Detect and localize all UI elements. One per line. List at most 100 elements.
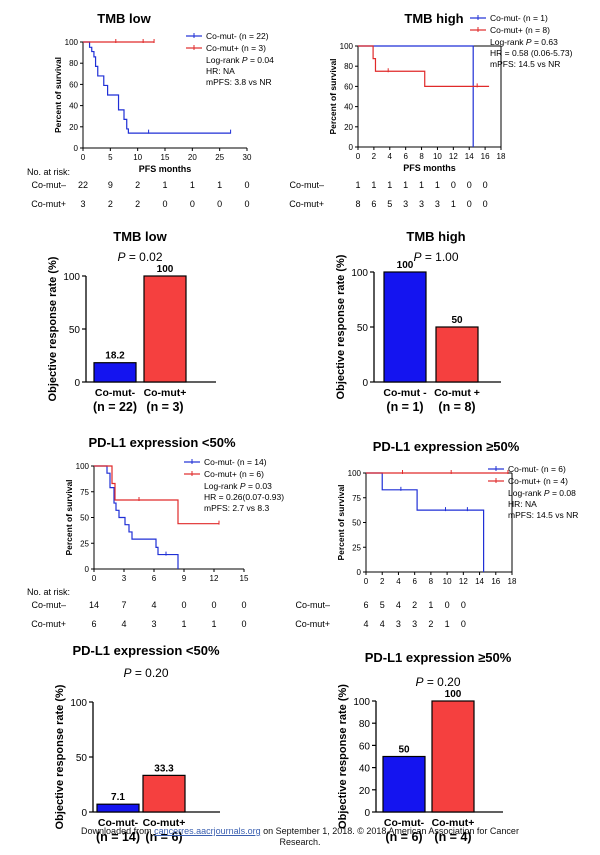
at-risk-row-label: Co-mut+ (31, 199, 66, 209)
at-risk-count: 0 (241, 619, 246, 629)
p-value: P = 0.20 (123, 666, 168, 680)
x-tick-label: 14 (475, 577, 484, 586)
km-title: TMB high (404, 11, 463, 26)
bar-category-n: (n = 22) (93, 400, 137, 414)
y-axis-label: Percent of survival (53, 57, 63, 133)
at-risk-count: 1 (428, 600, 433, 610)
at-risk-count: 6 (363, 600, 368, 610)
y-tick-label: 100 (348, 469, 362, 478)
at-risk-row-label: Co-mut– (295, 600, 330, 610)
x-tick-label: 0 (364, 577, 369, 586)
bar-category-n: (n = 14) (96, 830, 140, 844)
y-tick-label: 100 (63, 272, 80, 283)
y-tick-label: 80 (359, 719, 371, 730)
y-tick-label: 20 (344, 123, 353, 132)
at-risk-count: 22 (78, 180, 88, 190)
at-risk-count: 4 (380, 619, 385, 629)
at-risk-count: 8 (355, 199, 360, 209)
x-tick-label: 18 (497, 152, 506, 161)
at-risk-count: 2 (108, 199, 113, 209)
footer-suffix: on September 1, 2018. © 2018 American As… (260, 826, 519, 836)
y-tick-label: 60 (344, 82, 353, 91)
at-risk-count: 0 (211, 600, 216, 610)
bar-value-label: 100 (157, 264, 174, 275)
bar-category-label: Co-mut- (95, 387, 136, 399)
legend-entry: Co-mut- (n = 22) (206, 31, 269, 41)
bar-category-label: Co-mut+ (432, 817, 475, 829)
bar-comut-pos (435, 326, 479, 383)
bar-comut-neg (96, 803, 140, 813)
at-risk-count: 0 (217, 199, 222, 209)
at-risk-count: 4 (363, 619, 368, 629)
y-tick-label: 20 (359, 786, 371, 797)
x-tick-label: 10 (433, 152, 442, 161)
km-curve-comut-pos (358, 45, 490, 87)
bar-category-label: Co-mut+ (143, 817, 186, 829)
bar-category-label: Co-mut- (384, 817, 425, 829)
orr_tmb_high-panel: TMB high P = 1.00 0 50 100 Objective response… (335, 229, 501, 414)
km-curve-comut-neg (358, 45, 474, 147)
at-risk-count: 3 (396, 619, 401, 629)
legend-entry: Co-mut+ (n = 8) (490, 25, 550, 35)
at-risk-count: 0 (461, 619, 466, 629)
x-tick-label: 3 (122, 574, 127, 583)
x-tick-label: 14 (465, 152, 474, 161)
x-tick-label: 6 (152, 574, 157, 583)
km-curve-comut-neg (94, 465, 179, 569)
at-risk-count: 1 (435, 180, 440, 190)
km-title: PD-L1 expression ≥50% (373, 439, 520, 454)
km-curve-comut-neg (83, 41, 231, 134)
y-tick-label: 25 (352, 543, 361, 552)
bar-value-label: 100 (445, 689, 462, 700)
bar-value-label: 50 (398, 745, 410, 756)
at-risk-count: 1 (217, 180, 222, 190)
at-risk-count: 1 (355, 180, 360, 190)
at-risk-count: 3 (435, 199, 440, 209)
at-risk-count: 1 (445, 619, 450, 629)
x-tick-label: 9 (182, 574, 187, 583)
bar-category-n: (n = 8) (438, 400, 475, 414)
y-tick-label: 50 (357, 323, 369, 334)
at-risk-count: 1 (181, 619, 186, 629)
at-risk-count: 0 (244, 180, 249, 190)
at-risk-count: 1 (190, 180, 195, 190)
y-tick-label: 40 (69, 102, 78, 111)
y-axis-label: Percent of survival (64, 479, 74, 555)
at-risk-count: 2 (412, 600, 417, 610)
footer-link[interactable]: cancerres.aacrjournals.org (154, 826, 261, 836)
at-risk-row-label: Co-mut– (31, 600, 66, 610)
legend-entry: Co-mut+ (n = 6) (204, 469, 264, 479)
y-tick-label: 80 (69, 59, 78, 68)
x-tick-label: 2 (372, 152, 377, 161)
at-risk-count: 4 (396, 600, 401, 610)
x-tick-label: 16 (481, 152, 490, 161)
at-risk-count: 3 (403, 199, 408, 209)
y-tick-label: 100 (65, 38, 79, 47)
x-tick-label: 25 (215, 153, 224, 162)
x-tick-label: 6 (403, 152, 408, 161)
at-risk-row-label: Co-mut– (31, 180, 66, 190)
at-risk-count: 3 (419, 199, 424, 209)
x-tick-label: 15 (240, 574, 249, 583)
bar-value-label: 33.3 (154, 763, 174, 774)
bar-comut-pos (142, 774, 186, 813)
legend-entry: Co-mut- (n = 6) (508, 464, 566, 474)
y-tick-label: 100 (340, 42, 354, 51)
at-risk-count: 1 (371, 180, 376, 190)
legend-entry: Co-mut- (n = 1) (490, 13, 548, 23)
y-axis-label: Objective response rate (%) (47, 256, 59, 401)
bar-category-label: Co-mut - (383, 387, 427, 399)
y-axis-label: Percent of survival (336, 484, 346, 560)
bar-comut-pos (431, 700, 475, 813)
y-tick-label: 25 (80, 539, 89, 548)
bar-category-n: (n = 6) (385, 830, 422, 844)
at-risk-count: 0 (244, 199, 249, 209)
at-risk-count: 2 (428, 619, 433, 629)
at-risk-row-label: Co-mut+ (31, 619, 66, 629)
y-tick-label: 20 (69, 123, 78, 132)
at-risk-row-label: Co-mut– (289, 180, 324, 190)
x-tick-label: 4 (388, 152, 393, 161)
stat-annotation: HR = 0.58 (0.06-5.73) (490, 48, 573, 58)
at-risk-heading: No. at risk: (27, 587, 70, 597)
